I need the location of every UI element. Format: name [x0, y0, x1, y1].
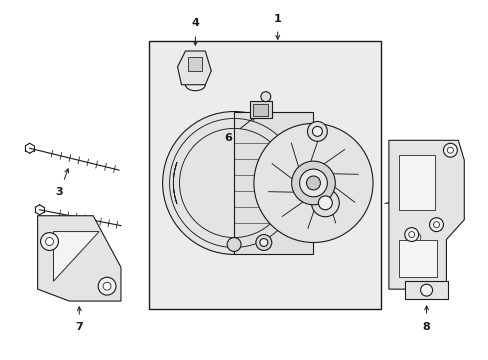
Text: 2: 2 — [61, 243, 69, 252]
Circle shape — [291, 161, 335, 205]
Polygon shape — [398, 239, 436, 277]
Circle shape — [299, 169, 326, 197]
Polygon shape — [177, 51, 211, 85]
Circle shape — [45, 238, 53, 246]
Bar — [404, 281, 447, 299]
Circle shape — [433, 222, 439, 228]
Circle shape — [412, 198, 422, 208]
Bar — [148, 41, 380, 309]
Circle shape — [311, 189, 339, 217]
Polygon shape — [388, 140, 463, 289]
Circle shape — [306, 176, 320, 190]
Circle shape — [226, 238, 241, 251]
Circle shape — [41, 233, 59, 251]
Text: 6: 6 — [224, 133, 232, 143]
Bar — [252, 104, 267, 116]
Text: 4: 4 — [191, 18, 199, 28]
Polygon shape — [398, 155, 434, 210]
Circle shape — [312, 126, 322, 136]
Circle shape — [260, 92, 270, 102]
Text: 5: 5 — [439, 198, 447, 208]
Text: 7: 7 — [75, 322, 83, 332]
Circle shape — [318, 196, 332, 210]
Text: 8: 8 — [422, 322, 429, 332]
Circle shape — [307, 121, 326, 141]
Polygon shape — [405, 148, 428, 257]
Bar — [188, 57, 202, 71]
Polygon shape — [53, 231, 99, 281]
Circle shape — [253, 123, 372, 243]
Circle shape — [163, 112, 305, 255]
Text: 1: 1 — [273, 14, 281, 24]
Circle shape — [410, 163, 420, 173]
Circle shape — [410, 233, 420, 243]
Circle shape — [428, 218, 443, 231]
Circle shape — [259, 239, 267, 247]
Bar — [234, 112, 313, 255]
Circle shape — [447, 147, 452, 153]
Text: 3: 3 — [56, 187, 63, 197]
Circle shape — [404, 228, 418, 242]
Circle shape — [408, 231, 414, 238]
Polygon shape — [38, 216, 121, 301]
Circle shape — [255, 235, 271, 251]
Circle shape — [98, 277, 116, 295]
Bar — [249, 100, 271, 118]
Circle shape — [443, 143, 456, 157]
Circle shape — [420, 284, 432, 296]
Circle shape — [103, 282, 111, 290]
